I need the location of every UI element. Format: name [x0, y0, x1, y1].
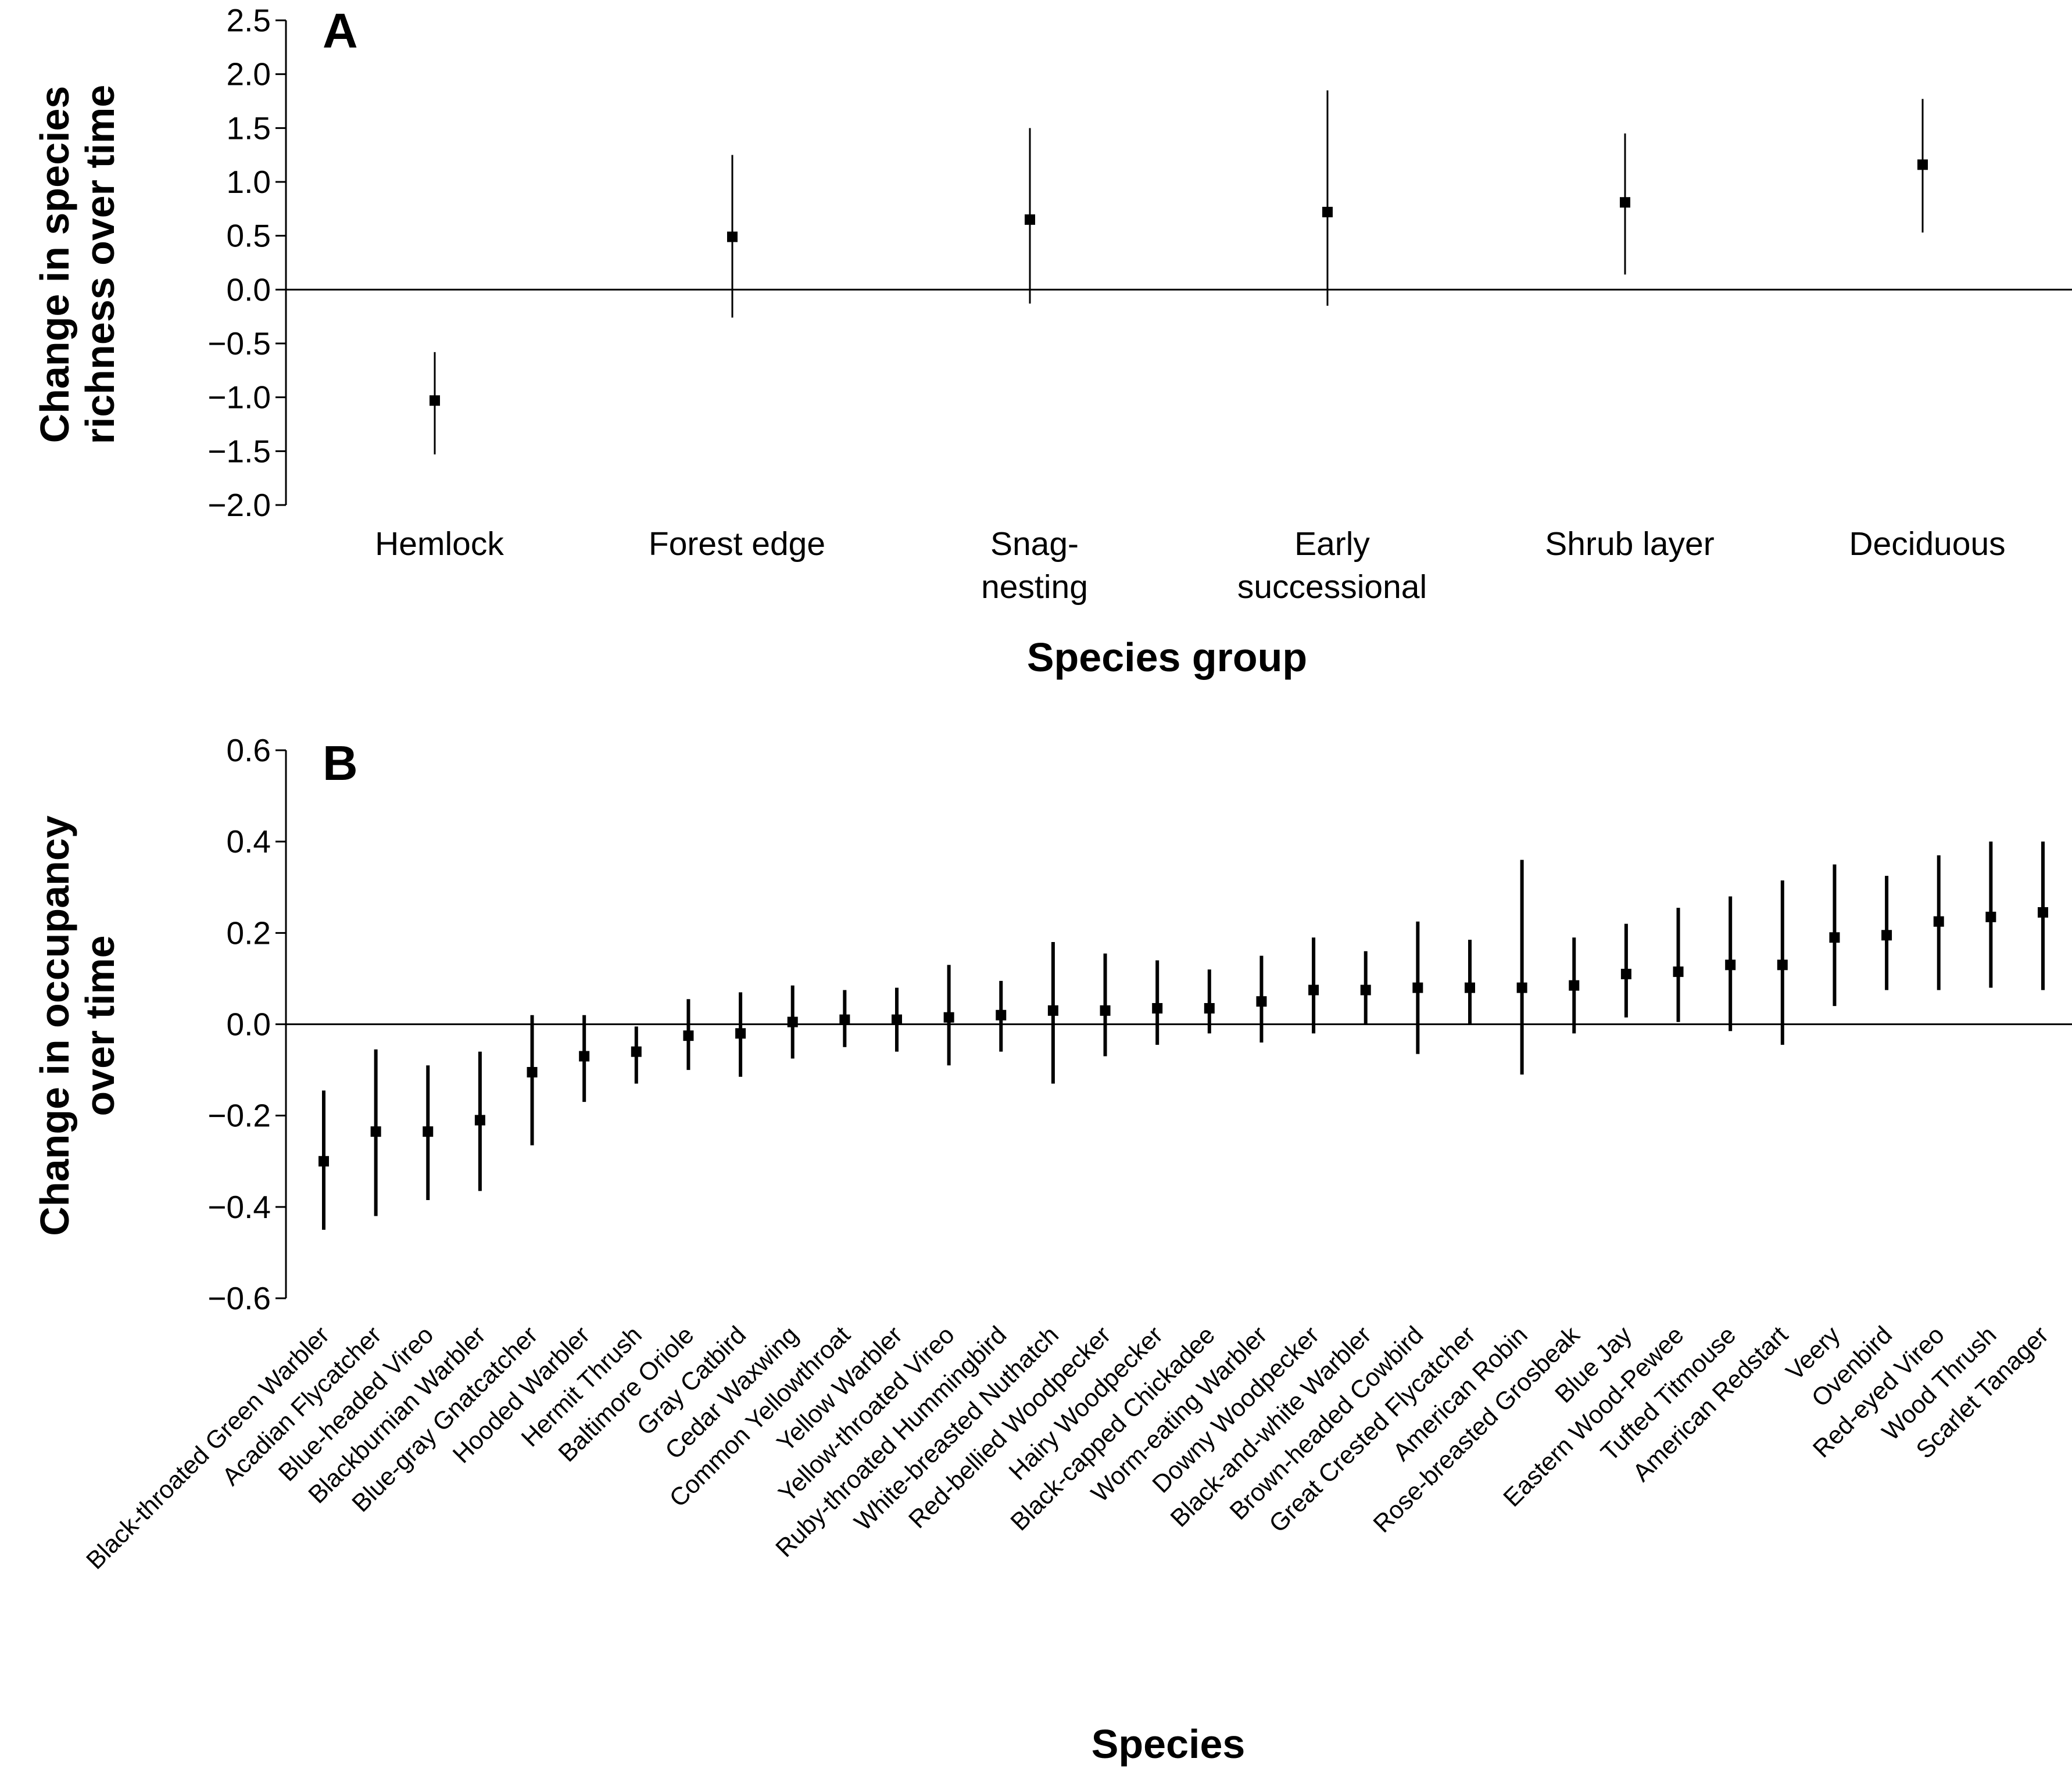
data-point	[1152, 1002, 1163, 1014]
data-point	[2038, 907, 2048, 918]
data-point	[1985, 911, 1996, 922]
y-tick-label: −0.6	[207, 1280, 271, 1316]
data-point	[787, 1016, 798, 1027]
data-point	[892, 1014, 902, 1025]
data-point	[1673, 966, 1684, 977]
panel-b-y-title-line-2: over time	[77, 935, 123, 1116]
x-category-label: nesting	[981, 568, 1088, 606]
y-tick-label: −0.4	[207, 1189, 271, 1225]
data-point	[527, 1067, 538, 1078]
y-tick-label: −1.0	[207, 379, 271, 416]
data-point	[1620, 969, 1631, 980]
data-point	[735, 1028, 746, 1039]
y-tick-label: 1.5	[227, 110, 271, 146]
panel-b-x-axis-title: Species	[1092, 1721, 1246, 1767]
panel-a-y-axis-title: Change in species richness over time	[32, 85, 123, 445]
x-category-label: Forest edge	[649, 525, 825, 563]
panel-a-y-title-line-2: richness over time	[77, 85, 123, 445]
data-point	[1917, 159, 1928, 170]
x-category-label: Deciduous	[1849, 525, 2005, 563]
y-tick-label: 0.6	[227, 732, 271, 768]
data-point	[1360, 984, 1371, 995]
data-point	[1047, 1005, 1058, 1016]
x-category-label: Shrub layer	[1545, 525, 1715, 563]
data-point	[474, 1115, 485, 1126]
y-tick-label: −0.2	[207, 1098, 271, 1134]
panel-a-x-axis-title: Species group	[1027, 635, 1307, 680]
x-category-label: successional	[1237, 568, 1427, 606]
data-point	[1829, 932, 1840, 943]
data-point	[423, 1126, 434, 1137]
data-point	[579, 1051, 590, 1062]
data-point	[1308, 984, 1319, 995]
data-point	[1620, 197, 1630, 208]
data-point	[430, 395, 440, 406]
y-tick-label: 0.2	[227, 915, 271, 951]
data-point	[1777, 959, 1788, 971]
data-point	[1933, 916, 1944, 927]
panel-a-letter: A	[323, 3, 358, 58]
data-point	[839, 1014, 850, 1025]
data-point	[1725, 959, 1736, 971]
x-category-label: Early	[1294, 525, 1370, 563]
data-point	[1322, 206, 1333, 217]
y-tick-label: 0.0	[227, 1007, 271, 1043]
y-tick-label: 0.5	[227, 218, 271, 254]
x-category-label: Hemlock	[375, 525, 504, 563]
panel-b-y-axis-title: Change in occupancy over time	[32, 815, 123, 1236]
y-tick-label: 2.5	[227, 2, 271, 38]
data-point	[631, 1046, 642, 1057]
y-tick-label: 2.0	[227, 56, 271, 92]
data-point	[1412, 982, 1423, 993]
data-point	[996, 1009, 1007, 1020]
y-tick-label: −0.5	[207, 325, 271, 361]
data-point	[727, 231, 738, 242]
y-tick-label: −2.0	[207, 487, 271, 523]
data-point	[943, 1012, 954, 1023]
panel-b-letter: B	[323, 736, 358, 790]
data-point	[1256, 996, 1267, 1007]
data-point	[1569, 980, 1580, 991]
panel-b-chart: B Change in occupancy over time Species …	[32, 732, 2072, 1767]
data-point	[683, 1030, 694, 1041]
data-point	[370, 1126, 381, 1137]
y-tick-label: 0.0	[227, 271, 271, 307]
panel-b-y-title-line-1: Change in occupancy	[32, 815, 77, 1236]
data-point	[319, 1156, 329, 1167]
panel-a-chart: A Change in species richness over time S…	[32, 2, 2072, 680]
y-tick-label: −1.5	[207, 433, 271, 469]
panel-a-y-title-line-1: Change in species	[32, 86, 77, 443]
data-point	[1204, 1002, 1215, 1014]
y-tick-label: 1.0	[227, 164, 271, 200]
data-point	[1516, 982, 1527, 993]
data-point	[1025, 214, 1035, 225]
data-point	[1881, 930, 1892, 941]
y-tick-label: 0.4	[227, 823, 271, 860]
data-point	[1100, 1005, 1111, 1016]
data-point	[1465, 982, 1475, 993]
x-category-label: Snag-	[990, 525, 1079, 563]
